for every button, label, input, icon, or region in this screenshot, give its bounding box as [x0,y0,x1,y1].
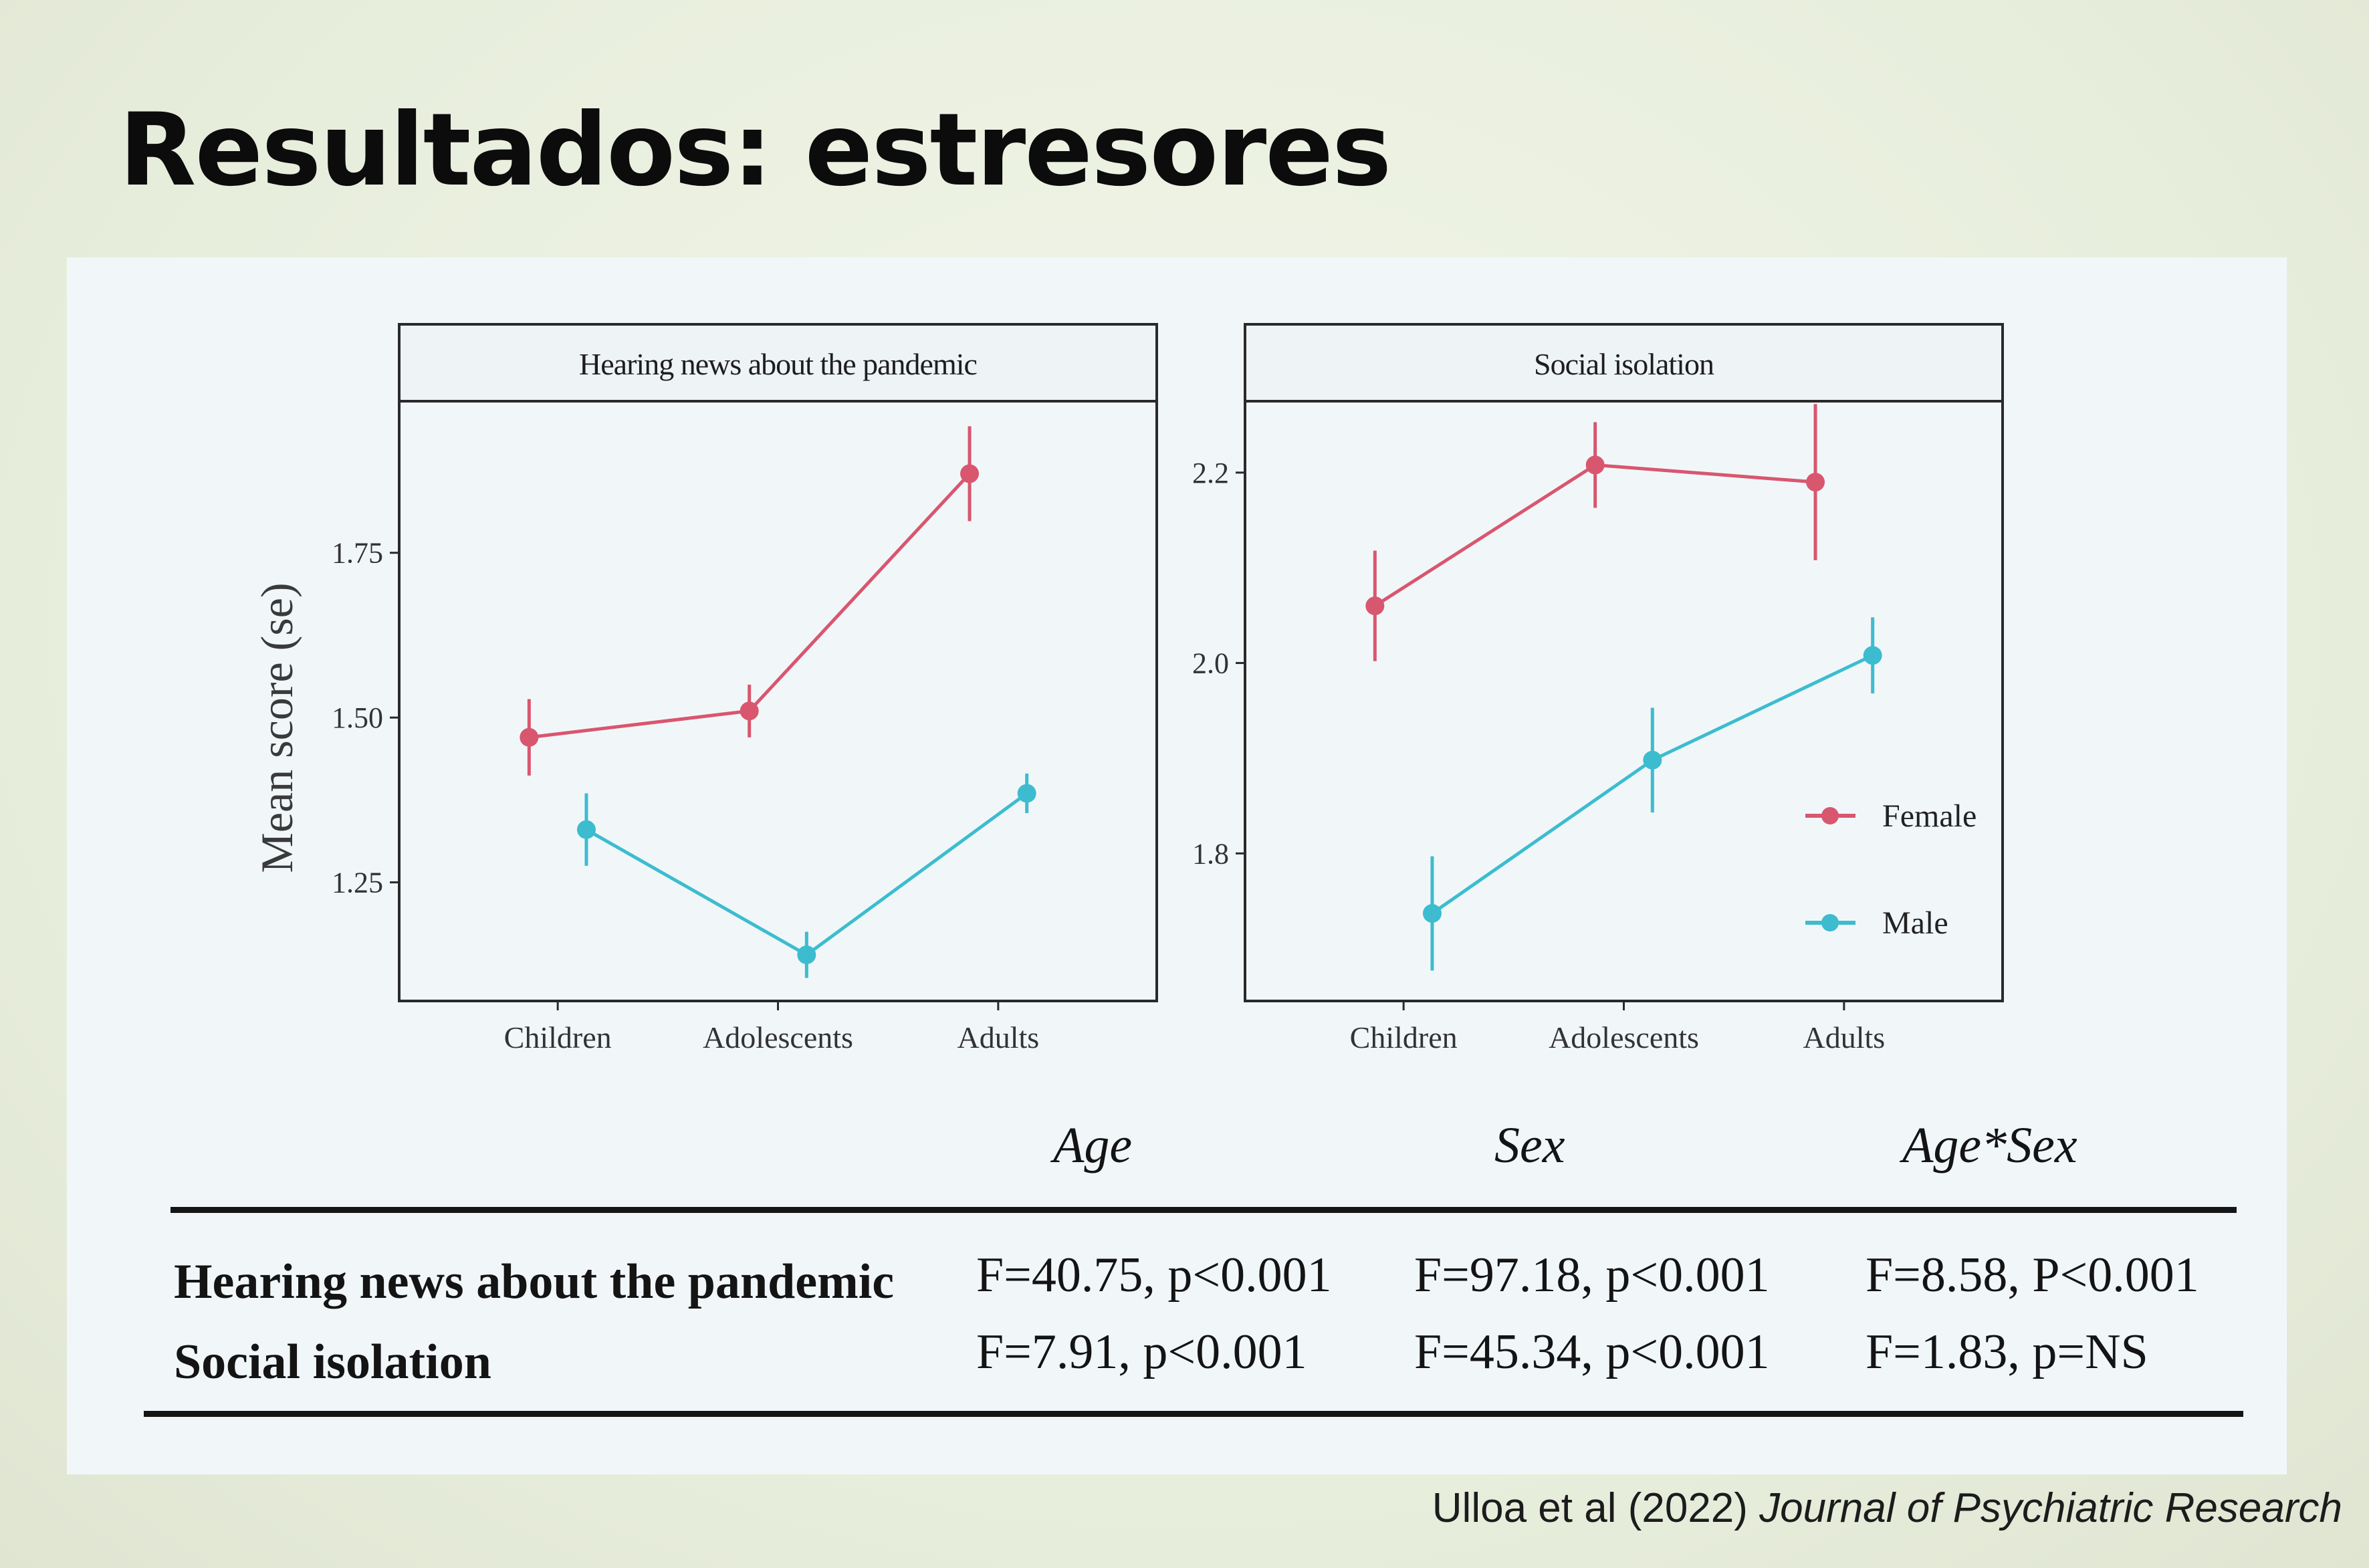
data-point-female [960,464,980,483]
series-female [1365,404,1825,661]
data-point-male [1422,904,1442,923]
citation-authors: Ulloa et al (2022) [1432,1485,1748,1531]
series-male [1422,617,1882,971]
table-bottom-rule [144,1411,2243,1417]
series-male [576,773,1036,978]
stat-header-age-sex: Age*Sex [1902,1117,2077,1173]
facet-strip [1244,323,2004,403]
row-label-social-isolation: Social isolation [174,1335,491,1389]
data-point-female [1365,596,1385,616]
slide-title: Resultados: estresores [119,92,1391,209]
charts-svg: Hearing news about the pandemic 1.25 1.50 1… [251,323,2004,1054]
cell-social-isolation-age: F=7.91, p<0.001 [976,1325,1307,1379]
chart-panel-2: Social isolation 1.8 2.0 2.2 Children Adolesc… [1192,323,2004,1054]
citation-journal: Journal of Psychiatric Research [1759,1485,2342,1531]
x-tick-label: Children [504,1020,612,1054]
data-point-male [1863,646,1882,665]
table-top-rule [171,1207,2237,1213]
data-point-male [1643,750,1662,770]
cell-hearing-news-age-sex: F=8.58, P<0.001 [1866,1248,2199,1303]
stat-header-age: Age [1053,1117,1133,1173]
stats-table: Age Sex Age*Sex Hearing news about the p… [67,257,2287,1474]
y-tick-label: 2.2 [1192,457,1229,489]
cell-social-isolation-sex: F=45.34, p<0.001 [1414,1325,1770,1379]
legend: Female Male [1805,798,1977,941]
data-point-female [1806,473,1825,492]
x-tick-label: Children [1350,1020,1458,1054]
series-female [520,426,980,776]
data-point-female [1585,455,1605,475]
data-point-female [520,727,539,747]
facet-title: Social isolation [1534,347,1714,381]
x-tick-label: Adults [1803,1020,1886,1054]
figure-panel: Hearing news about the pandemic 1.25 1.50 1… [67,257,2287,1474]
stat-header-sex: Sex [1494,1117,1565,1173]
cell-social-isolation-age-sex: F=1.83, p=NS [1866,1325,2148,1379]
cell-hearing-news-age: F=40.75, p<0.001 [976,1248,1332,1303]
x-tick-label: Adolescents [703,1020,853,1054]
y-tick-label: 1.50 [332,701,383,734]
legend-marker [1821,914,1839,931]
data-point-male [1017,784,1036,803]
x-tick-label: Adults [957,1020,1040,1054]
legend-marker [1821,807,1839,824]
data-point-male [576,820,596,839]
data-point-male [797,945,816,964]
legend-label: Male [1882,905,1948,941]
y-tick-label: 2.0 [1192,647,1229,680]
y-tick-label: 1.75 [332,537,383,570]
facet-title: Hearing news about the pandemic [579,347,977,381]
chart-panel-1: Hearing news about the pandemic 1.25 1.50 1… [251,323,1158,1054]
y-tick-label: 1.25 [332,867,383,899]
facet-strip [398,323,1158,403]
y-axis-label: Mean score (se) [251,582,302,873]
x-tick-label: Adolescents [1549,1020,1699,1054]
cell-hearing-news-sex: F=97.18, p<0.001 [1414,1248,1770,1303]
citation: Ulloa et al (2022) Journal of Psychiatri… [1432,1484,2342,1532]
data-point-female [740,701,759,721]
y-tick-label: 1.8 [1192,837,1229,870]
legend-label: Female [1882,798,1977,834]
row-label-hearing-news: Hearing news about the pandemic [174,1254,895,1309]
